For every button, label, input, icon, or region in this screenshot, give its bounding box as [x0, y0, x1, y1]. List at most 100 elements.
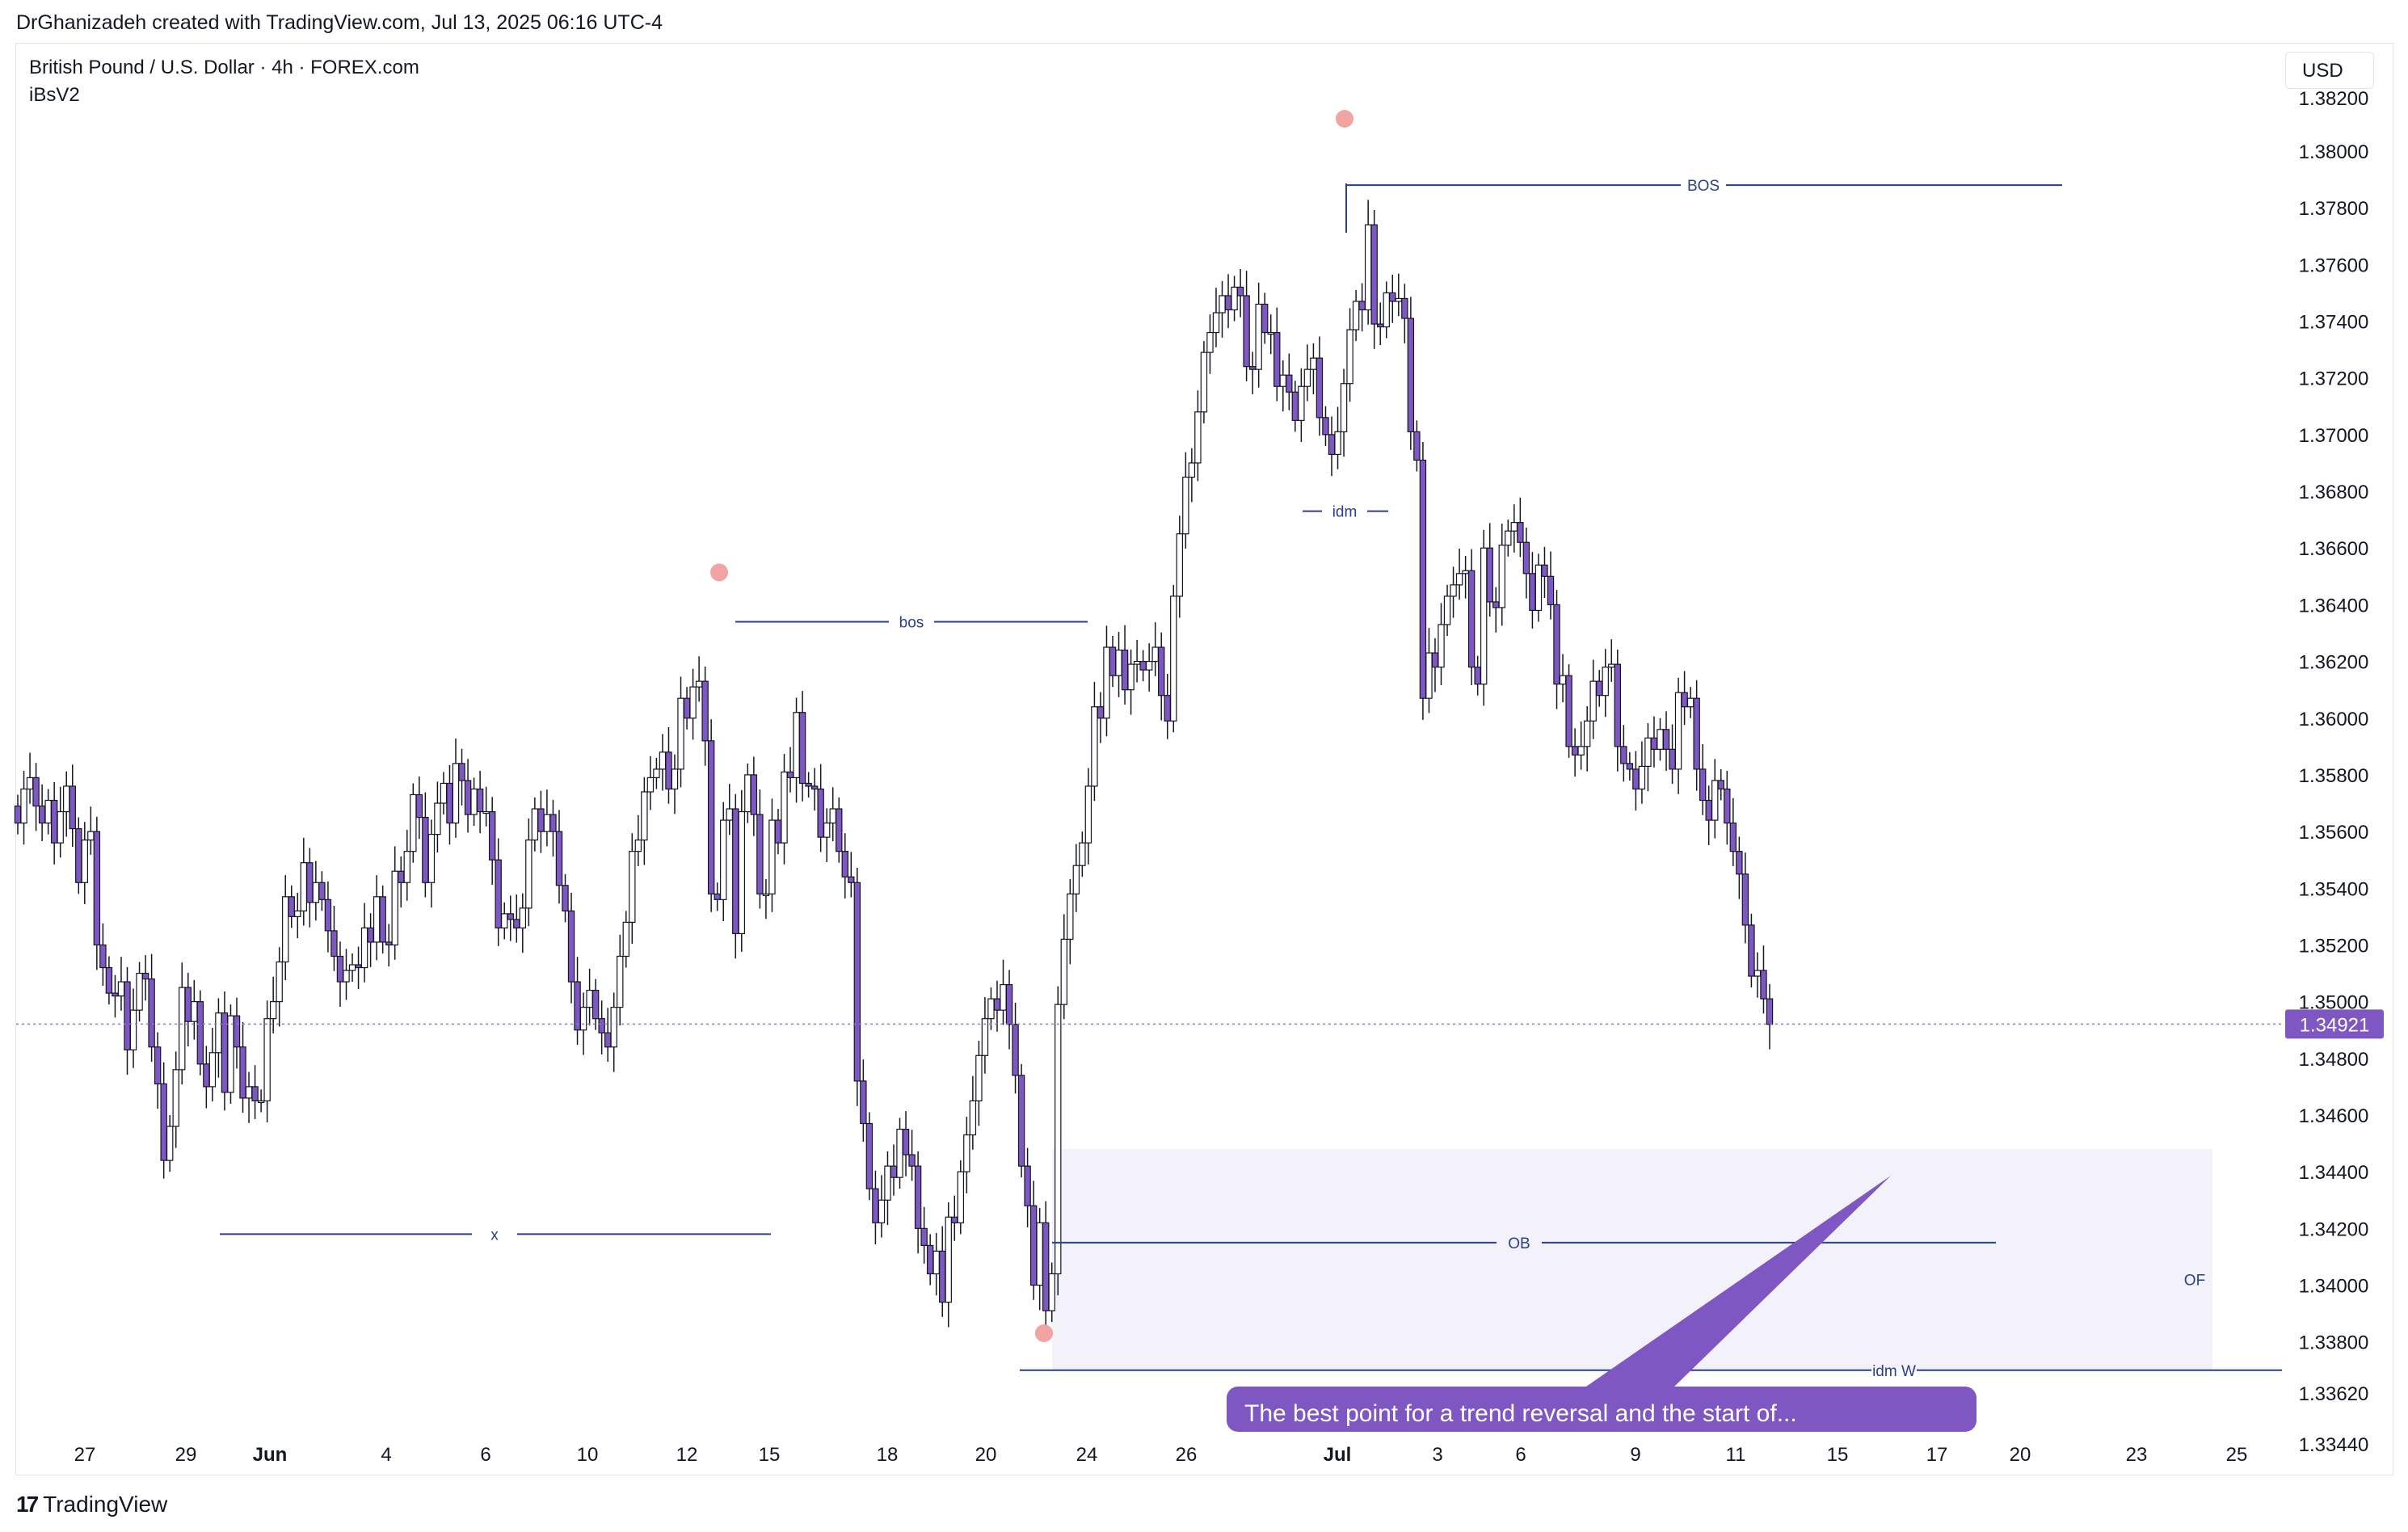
candle-body	[1760, 970, 1767, 1000]
x-axis-tick: 26	[1176, 1444, 1198, 1466]
candle-body	[1674, 692, 1682, 770]
candle-body	[427, 834, 436, 883]
candle-body	[1248, 366, 1257, 370]
y-axis-tick: 1.34200	[2299, 1218, 2369, 1240]
candle-body	[20, 788, 27, 824]
candle-body	[1000, 983, 1007, 1011]
candle-body	[786, 771, 794, 779]
candle-body	[872, 1188, 879, 1223]
candle-body	[14, 805, 22, 824]
candle-body	[890, 1165, 898, 1178]
y-axis-tick: 1.35200	[2299, 935, 2369, 957]
x-axis-tick: 17	[1926, 1444, 1948, 1466]
candle-body	[841, 851, 848, 878]
indicator-name[interactable]: iBsV2	[29, 84, 80, 106]
candle-body	[172, 1069, 179, 1127]
candle-body	[1565, 675, 1572, 747]
x-axis-tick: 25	[2226, 1444, 2248, 1466]
candle-body	[1279, 374, 1286, 387]
tradingview-brand-label: TradingView	[43, 1492, 168, 1517]
x-axis-tick: 6	[1515, 1444, 1526, 1466]
candle-body	[208, 1052, 217, 1088]
y-axis-tick: 1.34000	[2299, 1276, 2369, 1298]
candle-body	[726, 808, 733, 821]
y-axis-tick: 1.37800	[2299, 198, 2369, 220]
candle-body	[1055, 1004, 1062, 1275]
structure-label: idm W	[1872, 1363, 1916, 1380]
candle-body	[166, 1126, 174, 1161]
candle-body	[531, 808, 539, 841]
candle-body	[1383, 292, 1390, 328]
y-axis-tick: 1.37600	[2299, 255, 2369, 276]
y-axis-tick: 1.36600	[2299, 538, 2369, 560]
candle-body	[567, 910, 575, 983]
candle-body	[1310, 357, 1317, 370]
candle-body	[129, 1009, 137, 1050]
candle-body	[1620, 746, 1627, 764]
candle-body	[318, 882, 326, 900]
candle-body	[798, 712, 806, 785]
candle-body	[482, 810, 490, 814]
candle-body	[659, 751, 667, 770]
candle-body	[902, 1128, 910, 1155]
candle-body	[1705, 799, 1712, 821]
candle-body	[993, 998, 1001, 1011]
x-axis-tick: 29	[175, 1444, 197, 1466]
candle-body	[555, 831, 563, 886]
candle-body	[1498, 545, 1505, 608]
y-axis-tick: 1.34800	[2299, 1049, 2369, 1071]
candle-body	[410, 793, 417, 852]
candle-body	[1200, 351, 1208, 413]
symbol-title[interactable]: British Pound / U.S. Dollar · 4h · FOREX…	[29, 57, 419, 78]
structure-label: x	[490, 1227, 499, 1244]
candle-body	[93, 831, 101, 946]
y-axis-tick: 1.33800	[2299, 1332, 2369, 1354]
candle-body	[574, 981, 581, 1031]
candle-body	[160, 1083, 167, 1161]
candle-body	[38, 805, 46, 824]
x-axis-tick: 12	[676, 1444, 698, 1466]
candle-body	[373, 896, 381, 943]
candle-body	[452, 763, 460, 824]
candle-body	[1395, 297, 1403, 302]
callout-text: The best point for a trend reversal and …	[1244, 1400, 1797, 1427]
currency-button[interactable]: USD	[2285, 52, 2374, 89]
candle-body	[385, 941, 393, 946]
candle-body	[136, 972, 143, 1011]
candle-body	[203, 1063, 210, 1088]
candle-body	[1577, 746, 1585, 755]
candle-body	[689, 686, 697, 719]
candle-body	[434, 802, 441, 835]
candle-body	[1060, 938, 1067, 1005]
candle-body	[1243, 295, 1250, 368]
candle-body	[1553, 604, 1560, 685]
y-axis-tick: 1.37200	[2299, 368, 2369, 390]
tradingview-brand[interactable]: 17 TradingView	[16, 1492, 167, 1517]
candle-body	[1133, 660, 1141, 665]
candle-body	[1029, 1205, 1038, 1286]
candle-body	[732, 808, 739, 935]
candle-body	[1109, 646, 1117, 676]
chart-pane[interactable]	[15, 43, 2393, 1475]
x-axis-tick: 24	[1076, 1444, 1098, 1466]
candle-body	[1012, 1024, 1019, 1076]
chart-attribution: DrGhanizadeh created with TradingView.co…	[16, 11, 663, 34]
candle-body	[355, 964, 362, 969]
candle-body	[586, 989, 593, 1008]
candle-body	[391, 870, 398, 946]
candle-body	[951, 1216, 958, 1223]
candle-body	[282, 896, 289, 963]
candle-body	[1602, 666, 1609, 697]
candle-body	[1583, 720, 1591, 747]
candle-body	[1693, 697, 1700, 770]
candle-body	[458, 763, 465, 781]
y-axis-tick: 1.38000	[2299, 141, 2369, 163]
candle-body	[112, 992, 119, 997]
candle-body	[1158, 646, 1165, 697]
candle-body	[507, 913, 514, 920]
candle-body	[591, 989, 600, 1020]
x-axis-tick: 20	[975, 1444, 997, 1466]
candle-body	[1766, 998, 1774, 1025]
candle-body	[1425, 652, 1433, 699]
